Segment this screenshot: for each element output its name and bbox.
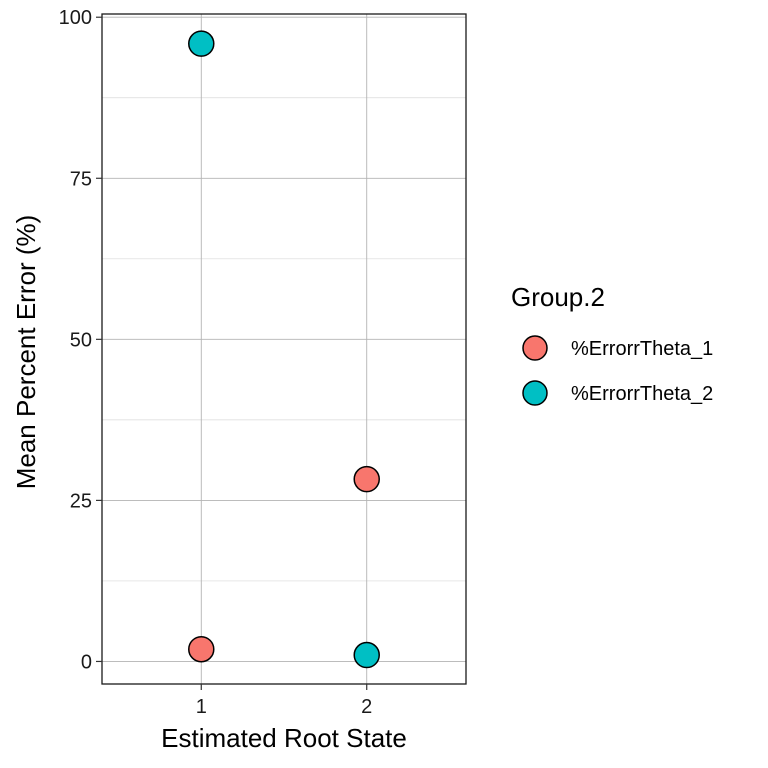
y-tick-label: 50 bbox=[70, 329, 92, 351]
legend-label-theta-2: %ErrorrTheta_2 bbox=[571, 383, 713, 405]
x-tick-label: 1 bbox=[196, 696, 207, 718]
data-points bbox=[188, 30, 380, 669]
legend-key-theta-1 bbox=[522, 335, 548, 361]
x-tick-label: 2 bbox=[361, 696, 372, 718]
data-point-series-2-cat-2 bbox=[353, 641, 380, 669]
y-axis-title: Mean Percent Error (%) bbox=[11, 215, 41, 490]
y-tick-label: 75 bbox=[70, 168, 92, 190]
y-tick-label: 25 bbox=[70, 490, 92, 512]
legend-key-theta-2 bbox=[522, 380, 548, 406]
legend-title: Group.2 bbox=[511, 282, 605, 312]
plot-panel-border bbox=[101, 13, 467, 685]
data-point-series-1-cat-2 bbox=[353, 465, 380, 493]
major-gridlines bbox=[102, 14, 466, 684]
axis-ticks bbox=[96, 16, 368, 690]
y-axis-tick-labels: 0 25 50 75 100 bbox=[59, 7, 92, 673]
minor-gridlines bbox=[102, 97, 466, 582]
data-point-series-1-cat-1 bbox=[188, 635, 215, 663]
legend-item-theta-2: %ErrorrTheta_2 bbox=[522, 380, 713, 406]
y-tick-label: 100 bbox=[59, 7, 92, 29]
x-axis-title: Estimated Root State bbox=[161, 723, 407, 753]
legend-label-theta-1: %ErrorrTheta_1 bbox=[571, 338, 713, 360]
legend: Group.2 %ErrorrTheta_1 %ErrorrTheta_2 bbox=[511, 282, 713, 406]
legend-item-theta-1: %ErrorrTheta_1 bbox=[522, 335, 713, 361]
y-tick-label: 0 bbox=[81, 651, 92, 673]
data-point-series-2-cat-1 bbox=[188, 30, 215, 57]
